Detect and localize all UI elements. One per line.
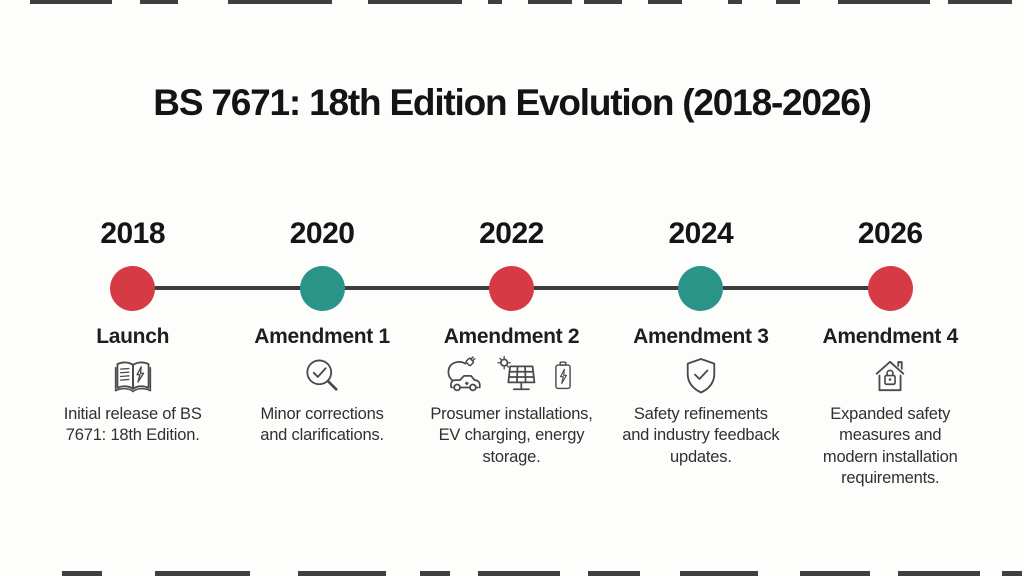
milestone-description: Minor corrections and clarifications.: [260, 405, 384, 445]
house-lock-icon: [868, 354, 912, 398]
year-label: 2018: [100, 217, 166, 250]
solar-panel-icon: [495, 354, 539, 398]
timeline: 2018 Launch Initial release of BS 7671: …: [38, 214, 985, 490]
timeline-dot: [110, 265, 156, 311]
milestone-label: Amendment 4: [822, 325, 959, 348]
milestone-label: Amendment 3: [633, 325, 769, 348]
ev-car-plug-icon: [442, 354, 488, 398]
timeline-item-2024: 2024 Amendment 3 Safety refinements and …: [606, 214, 795, 490]
milestone-description: Initial release of BS 7671: 18th Edition…: [63, 405, 202, 445]
milestone-label: Launch: [96, 325, 170, 348]
timeline-item-2018: 2018 Launch Initial release of BS 7671: …: [38, 214, 227, 490]
year-label: 2024: [668, 217, 734, 250]
milestone-description: Prosumer installations, EV charging, ene…: [430, 405, 593, 466]
timeline-dot: [867, 265, 913, 311]
battery-bolt-icon: [546, 354, 580, 398]
open-book-bolt-icon: [110, 354, 156, 398]
year-label: 2026: [857, 217, 923, 250]
magnifier-check-icon: [300, 354, 344, 398]
year-label: 2022: [479, 217, 544, 250]
timeline-item-2022: 2022 Amendment 2: [417, 214, 606, 490]
milestone-label: Amendment 1: [254, 325, 390, 348]
timeline-item-2020: 2020 Amendment 1 Minor corrections and c…: [227, 214, 416, 490]
bottom-edge-artifacts: [0, 571, 1024, 576]
year-label: 2020: [289, 217, 355, 250]
milestone-label: Amendment 2: [443, 325, 580, 348]
shield-check-icon: [679, 354, 723, 398]
timeline-dot: [678, 265, 724, 311]
milestone-description: Safety refinements and industry feedback…: [622, 405, 780, 466]
timeline-dot: [299, 265, 345, 311]
page-title: BS 7671: 18th Edition Evolution (2018-20…: [153, 81, 872, 123]
timeline-item-2026: 2026 Amendment 4 Expanded safety measure…: [796, 214, 985, 490]
timeline-dot: [488, 265, 534, 311]
milestone-description: Expanded safety measures and modern inst…: [822, 405, 958, 488]
top-edge-artifacts: [0, 0, 1024, 4]
